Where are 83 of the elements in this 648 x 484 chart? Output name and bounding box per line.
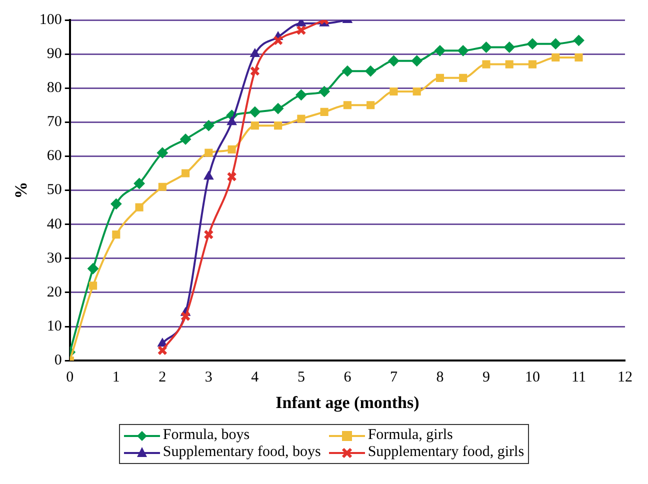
- x-tick-label: 6: [344, 370, 352, 386]
- x-tick-label: 11: [572, 370, 586, 386]
- point: [204, 148, 213, 157]
- point: [156, 147, 168, 158]
- point: [388, 55, 400, 66]
- y-tick-label: 10: [46, 318, 62, 334]
- y-tick-label: 80: [46, 80, 62, 96]
- point: [482, 60, 490, 68]
- point: [528, 60, 537, 68]
- x-tick-label: 2: [158, 370, 166, 386]
- legend-label: Supplementary food, boys: [162, 444, 321, 461]
- point: [526, 38, 538, 50]
- point: [135, 203, 144, 212]
- point: [297, 114, 306, 123]
- y-tick-label: 90: [46, 46, 62, 62]
- point: [411, 55, 422, 66]
- point: [436, 74, 444, 82]
- legend-label: Supplementary food, girls: [368, 444, 524, 461]
- point: [250, 66, 260, 76]
- x-tick-label: 4: [251, 370, 260, 386]
- point: [110, 198, 122, 210]
- point: [574, 53, 583, 62]
- x-tick-label: 10: [524, 370, 540, 386]
- point: [112, 230, 120, 239]
- y-tick-label: 20: [46, 284, 62, 300]
- point: [180, 134, 192, 145]
- point: [204, 171, 214, 180]
- point: [204, 230, 214, 240]
- point: [226, 172, 237, 182]
- point: [505, 60, 514, 68]
- x-tick-label: 7: [390, 370, 398, 386]
- x-tick-label: 3: [204, 370, 212, 386]
- point: [573, 34, 584, 46]
- point: [459, 74, 468, 82]
- y-tick-label: 30: [46, 250, 62, 266]
- x-tick-label: 8: [436, 370, 444, 386]
- point: [274, 122, 282, 130]
- x-tick-label: 0: [66, 370, 74, 386]
- x-tick-label: 1: [112, 370, 120, 386]
- point: [343, 101, 352, 110]
- point: [88, 282, 98, 290]
- point: [88, 263, 99, 274]
- point: [550, 38, 562, 50]
- y-tick-label: 70: [46, 114, 62, 130]
- y-axis-title: %: [12, 182, 31, 199]
- x-tick-label: 9: [482, 370, 490, 386]
- legend-label: Formula, girls: [368, 427, 453, 444]
- point: [228, 145, 236, 154]
- point: [390, 87, 398, 96]
- x-tick-label: 12: [618, 370, 632, 386]
- point: [318, 86, 330, 98]
- point: [320, 108, 328, 116]
- point: [182, 169, 190, 178]
- point: [342, 66, 353, 77]
- point: [158, 338, 168, 347]
- point: [249, 106, 260, 118]
- point: [412, 87, 421, 96]
- legend-label: Formula, boys: [162, 427, 250, 444]
- point: [273, 35, 284, 46]
- point: [250, 48, 260, 58]
- point: [250, 122, 259, 130]
- point: [552, 53, 560, 62]
- y-tick-label: 60: [46, 148, 62, 164]
- point: [480, 42, 492, 53]
- y-tick-label: 0: [54, 352, 62, 369]
- point: [134, 178, 145, 189]
- point: [272, 103, 284, 114]
- y-tick-label: 100: [39, 12, 62, 28]
- point: [226, 116, 237, 126]
- point: [203, 120, 214, 132]
- point: [296, 25, 306, 36]
- point: [366, 101, 375, 110]
- point: [504, 42, 515, 53]
- x-tick-label: 5: [297, 370, 305, 386]
- x-axis-title: Infant age (months): [276, 393, 420, 412]
- point: [365, 66, 376, 77]
- point: [296, 89, 307, 100]
- point: [434, 45, 446, 56]
- point: [180, 311, 191, 322]
- y-tick-label: 50: [46, 182, 62, 198]
- y-tick-label: 40: [46, 216, 62, 232]
- point: [158, 182, 166, 191]
- point: [458, 45, 469, 56]
